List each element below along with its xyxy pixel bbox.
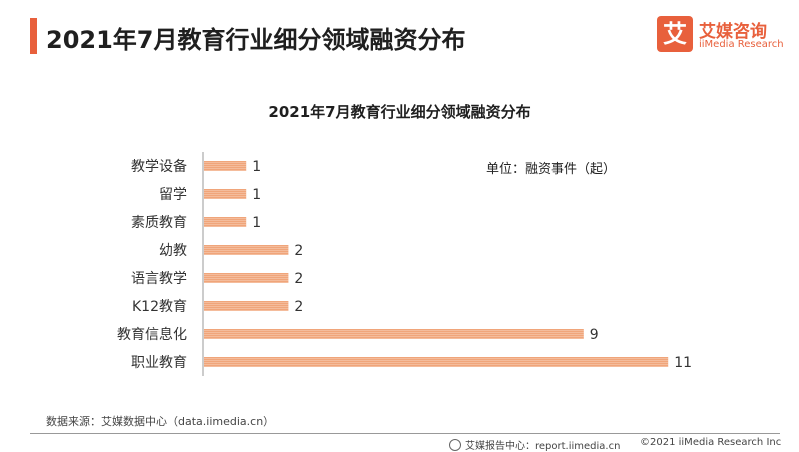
brand-logo: 艾 艾媒咨询 iiMedia Research	[657, 16, 787, 56]
report-center-icon	[449, 439, 461, 451]
logo-name-cn: 艾媒咨询	[699, 22, 767, 42]
category-label: K12教育	[132, 299, 187, 315]
bar	[204, 357, 669, 367]
data-label: 1	[252, 159, 261, 175]
bar	[204, 217, 247, 227]
data-source: 数据来源：艾媒数据中心（data.iimedia.cn）	[46, 415, 275, 428]
data-label: 2	[294, 299, 303, 315]
bar	[204, 273, 289, 283]
footer-divider	[30, 433, 780, 434]
bar	[204, 189, 247, 199]
category-label: 教学设备	[131, 158, 187, 175]
page-title: 2021年7月教育行业细分领域融资分布	[46, 26, 466, 54]
data-label: 1	[252, 187, 261, 203]
data-label: 1	[252, 215, 261, 231]
bar	[204, 301, 289, 311]
bar	[204, 161, 247, 171]
category-label: 教育信息化	[117, 326, 187, 343]
data-label: 11	[674, 355, 692, 371]
bar	[204, 329, 584, 339]
logo-name-en: iiMedia Research	[699, 39, 784, 50]
report-center-text: 艾媒报告中心：report.iimedia.cn	[465, 441, 621, 452]
logo-mark-icon: 艾	[657, 16, 693, 52]
chart-title: 2021年7月教育行业细分领域融资分布	[268, 103, 531, 121]
title-accent-bar	[30, 18, 37, 54]
unit-label: 单位：融资事件（起）	[486, 162, 617, 177]
category-label: 幼教	[159, 243, 187, 259]
bar	[204, 245, 289, 255]
category-label: 职业教育	[131, 355, 187, 371]
category-label: 素质教育	[131, 215, 187, 231]
data-label: 2	[294, 243, 303, 259]
data-label: 2	[294, 271, 303, 287]
data-label: 9	[590, 327, 599, 343]
footer-copyright: ©2021 iiMedia Research Inc	[640, 437, 782, 448]
category-label: 留学	[159, 187, 187, 203]
category-label: 语言教学	[131, 271, 187, 287]
